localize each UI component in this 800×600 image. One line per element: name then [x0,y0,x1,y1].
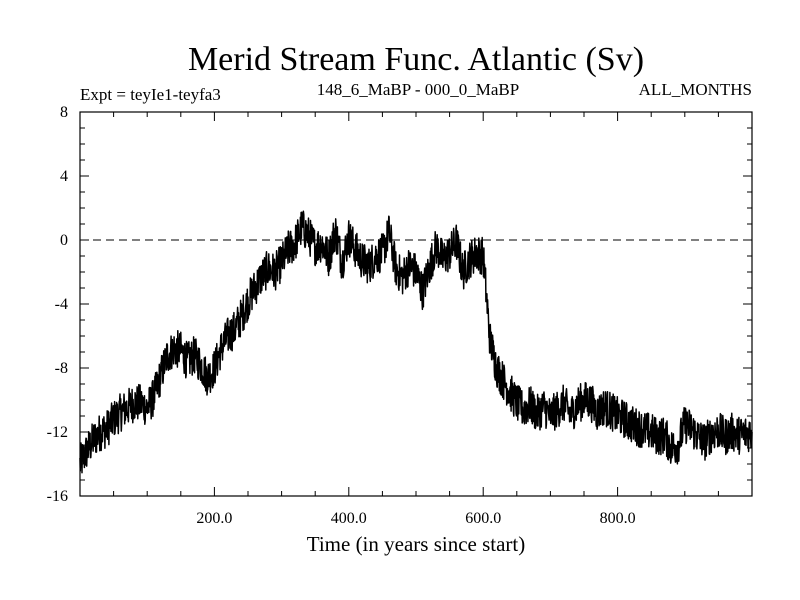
x-axis-label: Time (in years since start) [307,532,526,556]
chart-title: Merid Stream Func. Atlantic (Sv) [188,41,644,78]
chart-subtitle-center: 148_6_MaBP - 000_0_MaBP [317,80,519,99]
plot-frame [79,111,753,497]
y-tick-label: 4 [60,168,68,185]
chart-subtitle-left: Expt = teyIe1-teyfa3 [80,85,221,104]
series-line [79,210,753,474]
chart-subtitle-right: ALL_MONTHS [639,80,752,99]
x-tick-label: 200.0 [196,510,232,527]
y-tick-label: -8 [55,360,68,377]
x-tick-label: 400.0 [331,510,367,527]
y-tick-label: 8 [60,104,68,121]
x-tick-label: 800.0 [600,510,636,527]
y-tick-label: -12 [47,424,68,441]
y-tick-label: -16 [47,488,68,505]
y-tick-label: -4 [55,296,68,313]
y-tick-label: 0 [60,232,68,249]
plot-area: 200.0 400.0 600.0 800.0 8 4 0 -4 -8 -12 -16 [47,104,753,527]
x-tick-label: 600.0 [465,510,501,527]
